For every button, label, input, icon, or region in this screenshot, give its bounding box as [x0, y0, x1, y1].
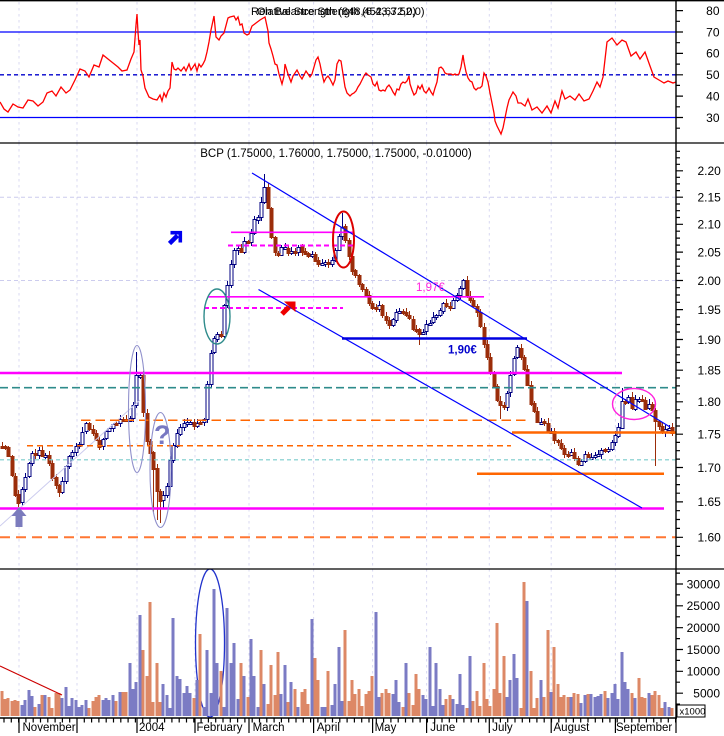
svg-text:April: April	[317, 722, 340, 734]
svg-text:2.05: 2.05	[698, 245, 722, 259]
svg-text:BCP (1.75000, 1.76000, 1.75000: BCP (1.75000, 1.76000, 1.75000, 1.75000,…	[200, 148, 472, 160]
svg-text:1,90€: 1,90€	[448, 345, 477, 357]
svg-text:2.20: 2.20	[698, 164, 722, 178]
svg-text:May: May	[375, 722, 397, 734]
svg-text:July: July	[492, 722, 513, 734]
svg-text:2004: 2004	[139, 722, 165, 734]
svg-text:10000: 10000	[687, 665, 721, 679]
svg-text:60: 60	[706, 47, 720, 61]
svg-text:Relative Strength (848,452,672: Relative Strength (848,452,672,0)	[251, 6, 416, 18]
svg-text:March: March	[253, 722, 285, 734]
svg-text:November: November	[23, 722, 76, 734]
svg-text:40: 40	[706, 89, 720, 103]
svg-text:2.00: 2.00	[698, 274, 722, 288]
svg-text:August: August	[554, 722, 591, 734]
svg-text:1.60: 1.60	[698, 531, 722, 545]
svg-text:1.70: 1.70	[698, 461, 722, 475]
svg-text:June: June	[430, 722, 455, 734]
svg-text:September: September	[616, 722, 672, 734]
svg-text:x1000: x1000	[680, 707, 706, 718]
svg-text:5000: 5000	[693, 687, 720, 701]
svg-text:50: 50	[706, 68, 720, 82]
svg-text:2.15: 2.15	[698, 191, 722, 205]
svg-text:70: 70	[706, 25, 720, 39]
svg-text:1,97€: 1,97€	[416, 282, 445, 294]
svg-text:On Balance Strength (6.43,3.52: On Balance Strength (6.43,3.52,0)	[257, 6, 425, 18]
svg-text:15000: 15000	[687, 643, 721, 657]
svg-text:30: 30	[706, 111, 720, 125]
svg-text:1.95: 1.95	[698, 303, 722, 317]
svg-text:20000: 20000	[687, 621, 721, 635]
svg-text:February: February	[197, 722, 243, 734]
svg-text:80: 80	[706, 4, 720, 18]
svg-text:?: ?	[154, 420, 171, 450]
svg-text:1.80: 1.80	[698, 395, 722, 409]
svg-text:2.10: 2.10	[698, 218, 722, 232]
svg-text:1.85: 1.85	[698, 364, 722, 378]
svg-text:25000: 25000	[687, 599, 721, 613]
svg-text:1.65: 1.65	[698, 495, 722, 509]
svg-text:1.75: 1.75	[698, 428, 722, 442]
svg-text:30000: 30000	[687, 577, 721, 591]
svg-text:1.90: 1.90	[698, 333, 722, 347]
